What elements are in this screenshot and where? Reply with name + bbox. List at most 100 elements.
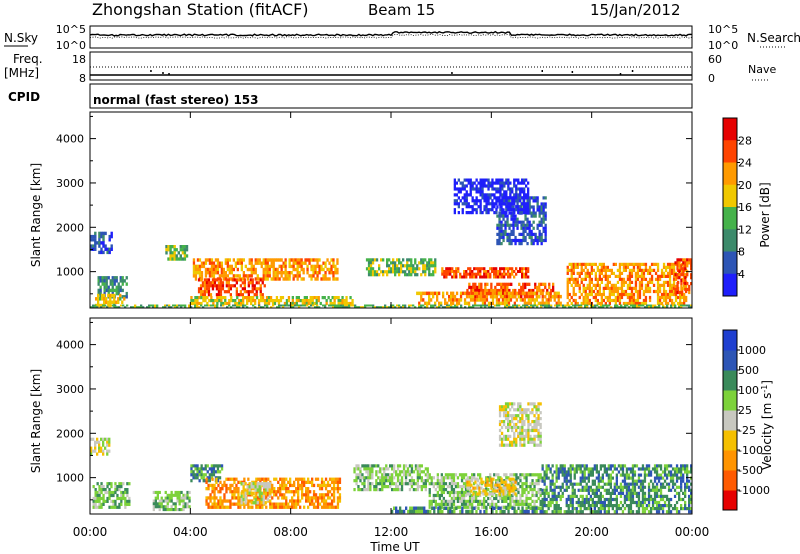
heat-gate <box>679 295 682 300</box>
heat-gate <box>513 408 516 412</box>
heat-gate <box>266 497 269 502</box>
heat-gate <box>483 181 486 185</box>
heat-gate <box>514 480 517 484</box>
heat-gate <box>128 502 131 506</box>
heat-gate <box>392 306 395 309</box>
heat-gate <box>610 298 613 303</box>
heat-gate <box>628 268 632 272</box>
heat-gate <box>318 271 321 275</box>
heat-gate <box>493 267 496 271</box>
heat-gate <box>480 285 483 290</box>
heat-gate <box>188 496 191 500</box>
heat-gate <box>535 294 538 299</box>
heat-gate <box>501 208 504 212</box>
heat-gate <box>497 476 500 480</box>
heat-gate <box>276 258 279 262</box>
heat-gate <box>662 306 665 309</box>
heat-gate <box>668 262 672 266</box>
heat-gate <box>372 304 375 307</box>
heat-gate <box>367 488 370 492</box>
heat-gate <box>207 284 211 288</box>
heat-gate <box>271 505 274 509</box>
heat-gate <box>452 499 456 503</box>
heat-gate <box>680 290 683 295</box>
heat-gate <box>553 491 556 495</box>
heat-gate <box>197 290 201 294</box>
heat-gate <box>479 272 482 276</box>
heat-gate <box>196 271 200 275</box>
heat-gate <box>428 482 431 486</box>
heat-gate <box>467 178 470 182</box>
heat-gate <box>220 296 223 300</box>
heat-gate <box>99 295 102 299</box>
heat-gate <box>644 262 648 266</box>
heat-gate <box>490 477 493 481</box>
heat-gate <box>256 261 259 265</box>
heat-gate <box>519 417 522 421</box>
heat-gate <box>511 196 514 200</box>
heat-gate <box>316 502 320 506</box>
heat-gate <box>103 291 106 296</box>
heat-gate <box>486 480 489 484</box>
heat-gate <box>173 257 176 261</box>
heat-gate <box>580 280 583 284</box>
heat-gate <box>652 304 655 307</box>
heat-gate <box>523 422 526 427</box>
heat-gate <box>507 496 510 501</box>
heat-gate <box>502 411 506 415</box>
heat-gate <box>199 287 203 291</box>
heat-gate <box>108 488 111 492</box>
heat-gate <box>529 440 532 444</box>
heat-gate <box>466 477 469 481</box>
heat-gate <box>452 488 456 492</box>
heat-gate <box>183 248 187 252</box>
heat-gate <box>574 277 577 281</box>
heat-gate <box>533 443 536 447</box>
heat-gate <box>528 282 531 286</box>
heat-gate <box>282 264 285 269</box>
heat-gate <box>374 306 377 309</box>
heat-gate <box>398 273 401 277</box>
heat-gate <box>192 464 195 468</box>
heat-gate <box>402 306 405 309</box>
heat-gate <box>300 258 303 262</box>
heat-gate <box>547 467 550 471</box>
heat-gate <box>537 414 540 418</box>
heat-gate <box>176 490 179 494</box>
heat-gate <box>485 184 488 188</box>
heat-gate <box>124 306 127 309</box>
heat-gate <box>666 306 669 309</box>
heat-gate <box>498 288 501 293</box>
heat-gate <box>662 271 666 275</box>
heat-gate <box>575 510 578 514</box>
heat-gate <box>525 502 528 506</box>
heat-gate <box>475 211 478 215</box>
heat-gate <box>108 247 111 251</box>
heat-gate <box>527 298 530 302</box>
heat-gate <box>646 268 650 272</box>
heat-gate <box>618 268 622 272</box>
heat-gate <box>176 508 179 512</box>
heat-gate <box>116 505 119 509</box>
heat-gate <box>634 298 638 303</box>
heat-gate <box>492 306 495 309</box>
heat-gate <box>436 490 439 495</box>
heat-gate <box>497 301 501 306</box>
heat-gate <box>507 417 510 421</box>
heat-gate <box>218 264 221 269</box>
heat-gate <box>539 402 542 406</box>
heat-gate <box>488 492 491 496</box>
heat-gate <box>498 422 502 427</box>
heat-gate <box>371 261 375 265</box>
heat-gate <box>459 291 463 296</box>
heat-gate <box>580 277 583 281</box>
heat-gate <box>519 440 522 444</box>
heat-gate <box>677 301 680 306</box>
heat-gate <box>686 287 689 292</box>
heat-gate <box>600 271 603 275</box>
heat-gate <box>512 304 515 307</box>
heat-gate <box>493 294 497 299</box>
heat-gate <box>500 232 503 236</box>
heat-gate <box>520 292 523 296</box>
heat-gate <box>514 288 517 293</box>
